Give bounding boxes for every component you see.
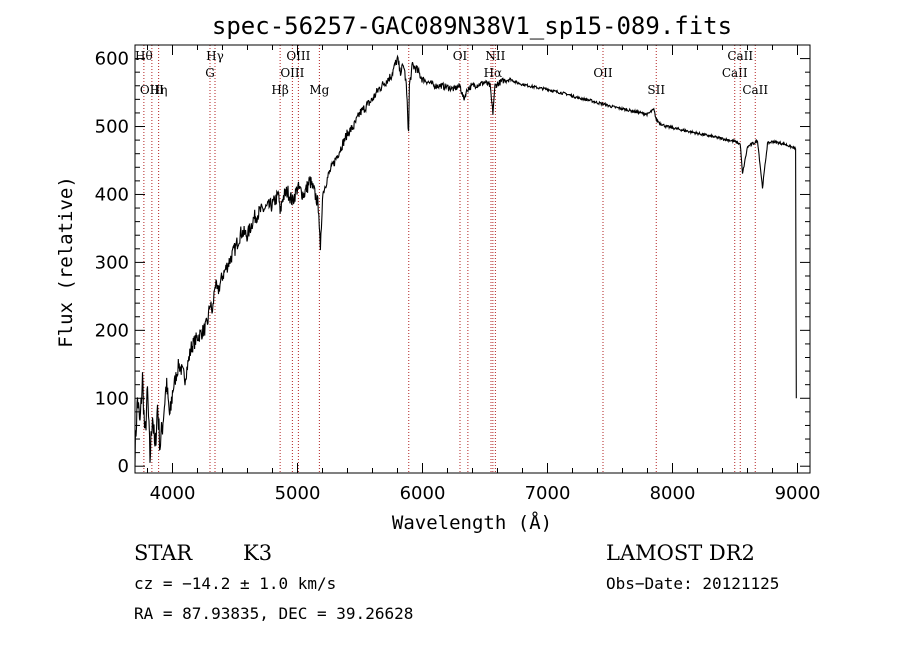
x-axis-label: Wavelength (Å) <box>392 511 552 534</box>
line-marker-label: OIII <box>140 83 164 97</box>
line-marker-label: CaII <box>722 66 748 80</box>
y-tick-label: 0 <box>118 456 129 477</box>
plot-frame <box>134 44 811 474</box>
y-tick-label: 400 <box>95 184 129 205</box>
y-tick-label: 500 <box>95 117 129 138</box>
line-marker-label: G <box>205 66 215 80</box>
info-panel: STAR K3 LAMOST DR2 cz = −14.2 ± 1.0 km/s… <box>134 541 779 623</box>
line-marker-label: Hγ <box>206 49 224 63</box>
x-axis: 4000 5000 6000 7000 8000 9000 <box>147 45 821 504</box>
line-marker-label: SII <box>647 83 665 97</box>
y-tick-label: 100 <box>95 388 129 409</box>
survey-name: LAMOST DR2 <box>606 541 755 565</box>
y-tick-label: 300 <box>95 252 129 273</box>
line-marker-label: CaII <box>742 83 768 97</box>
y-axis: 0 100 200 300 400 500 600 <box>95 49 810 477</box>
coordinates: RA = 87.93835, DEC = 39.26628 <box>134 604 413 623</box>
line-marker-label: NII <box>485 49 505 63</box>
redshift-readout: cz = −14.2 ± 1.0 km/s <box>134 574 336 593</box>
x-tick-label: 7000 <box>525 483 571 504</box>
line-marker-label: Mg <box>309 83 329 97</box>
line-marker-label: OIII <box>280 66 304 80</box>
obs-date: Obs−Date: 20121125 <box>606 574 779 593</box>
y-tick-label: 600 <box>95 49 129 70</box>
x-tick-label: 8000 <box>650 483 696 504</box>
line-marker-label: Hη <box>150 83 168 97</box>
line-marker-label: Hβ <box>271 83 288 97</box>
x-tick-label: 6000 <box>400 483 446 504</box>
line-marker-label: OI <box>453 49 468 63</box>
y-tick-label: 200 <box>95 320 129 341</box>
emission-line-markers: HθOIIIHηGHγHβOIIIOIIIMgOIHαNIIOIISIICaII… <box>135 45 768 473</box>
object-class: STAR <box>134 541 193 565</box>
object-subclass: K3 <box>243 541 272 565</box>
x-tick-label: 5000 <box>275 483 321 504</box>
chart-title: spec-56257-GAC089N38V1_sp15-089.fits <box>212 12 732 40</box>
line-marker-label: CaII <box>727 49 753 63</box>
line-marker-label: Hα <box>484 66 503 80</box>
line-marker-label: OIII <box>286 49 310 63</box>
x-tick-label: 9000 <box>775 483 821 504</box>
x-tick-label: 4000 <box>150 483 196 504</box>
y-axis-label: Flux (relative) <box>55 176 77 348</box>
line-marker-label: OII <box>593 66 613 80</box>
spectrum-line <box>134 54 797 467</box>
line-marker-label: Hθ <box>135 49 153 63</box>
